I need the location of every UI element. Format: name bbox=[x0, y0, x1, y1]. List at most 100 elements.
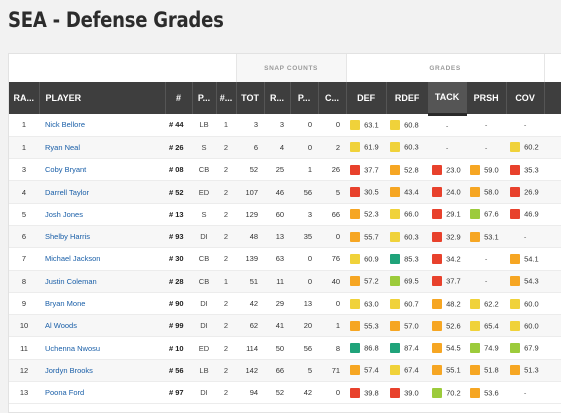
cell-games: 2 bbox=[216, 158, 237, 182]
cell-cov-snaps: 1 bbox=[318, 314, 347, 338]
cell-cov-snaps: 8 bbox=[318, 336, 347, 360]
table-row[interactable]: 11 Uchenna Nwosu # 10 ED 2 114 50 56 8 86.8 87.4 54… bbox=[9, 336, 561, 360]
cell-player[interactable]: Uchenna Nwosu bbox=[39, 336, 165, 360]
col-prsh[interactable]: PRSH bbox=[466, 82, 507, 114]
grade-swatch bbox=[350, 365, 361, 376]
cell-position: DI bbox=[192, 292, 216, 316]
cell-grade-cov: 35.3 bbox=[506, 158, 545, 182]
table-row[interactable]: 1 Nick Bellore # 44 LB 1 3 3 0 0 63.1 60.8- - - bbox=[9, 114, 561, 137]
table-row[interactable]: 4 Darrell Taylor # 52 ED 2 107 46 56 5 30.5 43.4 24… bbox=[9, 180, 561, 204]
cell-run: 13 bbox=[264, 225, 291, 249]
cell-position: CB bbox=[192, 158, 216, 182]
table-row[interactable]: 12 Jordyn Brooks # 56 LB 2 142 66 5 71 57.4 67.4 55… bbox=[9, 359, 561, 383]
cell-overflow bbox=[544, 270, 561, 293]
col-games[interactable]: #... bbox=[216, 82, 237, 114]
cell-grade-prsh: - bbox=[466, 114, 507, 137]
col-cov-snaps[interactable]: C... bbox=[318, 82, 347, 114]
col-overflow[interactable] bbox=[544, 82, 561, 114]
cell-player[interactable]: Josh Jones bbox=[39, 203, 165, 226]
grade-swatch bbox=[510, 142, 521, 153]
grade-value: 69.5 bbox=[404, 276, 419, 286]
cell-grade-prsh: 51.8 bbox=[466, 359, 507, 383]
table-row[interactable]: 8 Justin Coleman # 28 CB 1 51 11 0 40 57.2 69.5 37.… bbox=[9, 270, 561, 293]
grade-swatch bbox=[390, 119, 401, 130]
table-row[interactable]: 1 Ryan Neal # 26 S 2 6 4 0 2 61.9 60.3- -60.2 bbox=[9, 136, 561, 160]
cell-rank: 1 bbox=[9, 136, 39, 160]
table-row[interactable]: 5 Josh Jones # 13 S 2 129 60 3 66 52.3 66.0 29.1 67.… bbox=[9, 203, 561, 226]
grade-value: - bbox=[484, 120, 488, 130]
cell-grade-rdef: 39.0 bbox=[386, 381, 429, 405]
cell-grade-tack: 29.1 bbox=[428, 203, 467, 226]
cell-grade-cov: 60.0 bbox=[506, 314, 545, 338]
table-row[interactable]: 13 Poona Ford # 97 DI 2 94 52 42 0 39.8 39.0 70.2 53… bbox=[9, 381, 561, 405]
grade-swatch bbox=[470, 343, 481, 354]
col-tot[interactable]: TOT bbox=[236, 82, 265, 114]
grade-swatch bbox=[350, 298, 361, 309]
cell-grade-def: 55.3 bbox=[346, 314, 387, 338]
cell-run: 11 bbox=[264, 270, 291, 293]
grade-value: 62.2 bbox=[484, 299, 499, 309]
cell-grade-def: 52.3 bbox=[346, 203, 387, 226]
grade-swatch bbox=[432, 298, 443, 309]
cell-overflow bbox=[544, 180, 561, 204]
table-row[interactable]: 9 Bryan Mone # 90 DI 2 42 29 13 0 63.0 60.7 48.2 62.… bbox=[9, 292, 561, 316]
grade-swatch bbox=[470, 231, 481, 242]
cell-games: 2 bbox=[216, 136, 237, 160]
cell-grade-tack: - bbox=[428, 136, 467, 160]
cell-position: LB bbox=[192, 114, 216, 137]
cell-grade-prsh: 58.0 bbox=[466, 180, 507, 204]
grade-swatch bbox=[350, 231, 361, 242]
cell-number: # 97 bbox=[165, 381, 192, 405]
col-rank[interactable]: RA... bbox=[9, 82, 40, 114]
col-def[interactable]: DEF bbox=[346, 82, 387, 114]
table-row[interactable]: 6 Shelby Harris # 93 DI 2 48 13 35 0 55.7 60.3 32.9… bbox=[9, 225, 561, 249]
col-run[interactable]: R... bbox=[264, 82, 291, 114]
cell-number: # 99 bbox=[165, 314, 192, 338]
cell-player[interactable]: Al Woods bbox=[39, 314, 165, 338]
cell-grade-def: 30.5 bbox=[346, 180, 387, 204]
grade-swatch bbox=[390, 142, 401, 153]
cell-cov-snaps: 0 bbox=[318, 114, 347, 137]
grade-value: - bbox=[445, 121, 449, 131]
cell-rank: 12 bbox=[9, 359, 39, 383]
cell-player[interactable]: Jordyn Brooks bbox=[39, 359, 165, 383]
cell-player[interactable]: Poona Ford bbox=[39, 381, 165, 405]
cell-grade-tack: 24.0 bbox=[428, 180, 467, 204]
table-row[interactable]: 3 Coby Bryant # 08 CB 2 52 25 1 26 37.7 52.8 23.0 59… bbox=[9, 158, 561, 182]
grade-swatch bbox=[390, 231, 401, 242]
grade-swatch bbox=[432, 320, 443, 331]
grade-value: - bbox=[484, 276, 488, 286]
cell-player[interactable]: Bryan Mone bbox=[39, 292, 165, 316]
cell-player[interactable]: Michael Jackson bbox=[39, 247, 165, 271]
cell-player[interactable]: Shelby Harris bbox=[39, 225, 165, 249]
cell-grade-def: 63.1 bbox=[346, 114, 387, 137]
col-cov[interactable]: COV bbox=[506, 82, 545, 114]
cell-player[interactable]: Justin Coleman bbox=[39, 270, 165, 293]
table-row[interactable]: 7 Michael Jackson # 30 CB 2 139 63 0 76 60.9 85.3 3… bbox=[9, 247, 561, 271]
cell-grade-tack: 54.5 bbox=[428, 336, 467, 360]
col-pass[interactable]: P... bbox=[290, 82, 319, 114]
cell-player[interactable]: Ryan Neal bbox=[39, 136, 165, 160]
cell-overflow bbox=[544, 381, 561, 405]
grade-value: 67.4 bbox=[404, 365, 419, 375]
grade-value: 51.3 bbox=[524, 365, 539, 375]
col-number[interactable]: # bbox=[165, 82, 193, 114]
col-tack[interactable]: TACK bbox=[428, 82, 467, 116]
cell-player[interactable]: Nick Bellore bbox=[39, 114, 165, 137]
cell-grade-rdef: 60.8 bbox=[386, 114, 429, 137]
cell-rank: 9 bbox=[9, 292, 39, 316]
grade-value: 30.5 bbox=[364, 187, 379, 197]
cell-rank: 8 bbox=[9, 270, 39, 293]
grade-value: 60.3 bbox=[404, 232, 419, 242]
cell-player[interactable]: Darrell Taylor bbox=[39, 180, 165, 204]
table-row[interactable]: 10 Al Woods # 99 DI 2 62 41 20 1 55.3 57.0 52.6 65.4… bbox=[9, 314, 561, 338]
grade-swatch bbox=[390, 298, 401, 309]
col-position[interactable]: P... bbox=[192, 82, 217, 114]
cell-pass: 0 bbox=[290, 114, 319, 137]
cell-overflow bbox=[544, 225, 561, 249]
grade-value: 59.0 bbox=[484, 165, 499, 175]
grades-table-card: SNAP COUNTS GRADES RA... PLAYER # P... #… bbox=[8, 53, 561, 413]
col-player[interactable]: PLAYER bbox=[39, 82, 166, 114]
cell-player[interactable]: Coby Bryant bbox=[39, 158, 165, 182]
col-rdef[interactable]: RDEF bbox=[386, 82, 429, 114]
